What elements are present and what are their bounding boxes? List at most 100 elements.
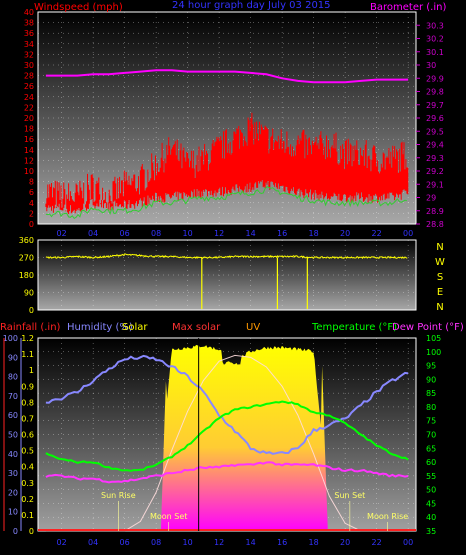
humidity-series	[45, 354, 409, 455]
wind-direction-series	[45, 253, 408, 260]
climate-ticks: 3540455055606570758085909510010501020304…	[3, 334, 442, 547]
direction-letter: N	[436, 242, 443, 253]
x-tick-label: 06	[120, 229, 130, 238]
x-tick-label: 04	[88, 229, 98, 238]
direction-letter: W	[435, 257, 445, 268]
barometer-tick-label: 29.2	[426, 167, 444, 176]
wind-tick-label: 34	[24, 40, 34, 49]
barometer-tick-label: 29.4	[426, 141, 444, 150]
wind-tick-label: 24	[24, 93, 34, 102]
wind-avg-series	[45, 186, 408, 220]
x-tick-label: 00	[403, 229, 413, 238]
humidity-tick-label: 60	[8, 411, 18, 420]
solar-scale-tick-label: 0.9	[21, 382, 34, 391]
humidity-tick-label: 30	[8, 469, 18, 478]
barometer-tick-label: 30.1	[426, 48, 444, 57]
direction-tick-label: 0	[29, 306, 34, 315]
x-tick-label: 16	[277, 538, 287, 547]
temperature-tick-label: 70	[426, 431, 436, 440]
rain-label: Rainfall (.in)	[0, 322, 61, 333]
solar-label: Solar	[122, 322, 148, 333]
wind-tick-label: 18	[24, 125, 34, 134]
temperature-tick-label: 60	[426, 458, 436, 467]
wind-axis-title: Windspeed (mph)	[34, 2, 123, 13]
solar-scale-tick-label: 0	[29, 527, 34, 536]
wind-tick-label: 28	[24, 72, 34, 81]
temperature-tick-label: 80	[426, 403, 436, 412]
humidity-tick-label: 70	[8, 392, 18, 401]
barometer-tick-label: 28.9	[426, 207, 444, 216]
x-tick-label: 14	[246, 538, 256, 547]
barometer-tick-label: 29	[426, 194, 436, 203]
solar-scale-tick-label: 1.1	[21, 350, 34, 359]
wind-tick-label: 40	[24, 8, 34, 17]
barometer-tick-label: 29.8	[426, 88, 444, 97]
climate-data	[38, 338, 416, 532]
solar-scale-tick-label: 0.5	[21, 447, 34, 456]
solar-scale-tick-label: 0.3	[21, 479, 34, 488]
x-tick-label: 22	[372, 538, 382, 547]
barometer-tick-label: 30.3	[426, 21, 444, 30]
wind-tick-label: 16	[24, 135, 34, 144]
wind-tick-label: 36	[24, 29, 34, 38]
humidity-label: Humidity (%)	[67, 322, 133, 333]
wind-tick-label: 22	[24, 103, 34, 112]
x-tick-label: 10	[183, 229, 193, 238]
annotation-label: Moon Rise	[367, 512, 408, 521]
humidity-tick-label: 20	[8, 488, 18, 497]
solar-scale-tick-label: 1	[29, 366, 34, 375]
humidity-tick-label: 50	[8, 431, 18, 440]
direction-letter: S	[437, 272, 443, 283]
x-tick-label: 14	[246, 229, 256, 238]
temperature-tick-label: 105	[426, 334, 441, 343]
wind-tick-label: 26	[24, 82, 34, 91]
wind-tick-label: 12	[24, 156, 34, 165]
barometer-tick-label: 29.1	[426, 180, 444, 189]
direction-letter: E	[437, 287, 443, 298]
humidity-tick-label: 0	[13, 527, 18, 536]
temperature-tick-label: 50	[426, 486, 436, 495]
barometer-tick-label: 29.5	[426, 127, 444, 136]
barometer-axis-title: Barometer (.in)	[370, 2, 446, 13]
temperature-tick-label: 100	[426, 348, 441, 357]
wind-tick-label: 6	[29, 188, 34, 197]
dew-point-series	[45, 461, 409, 484]
temperature-tick-label: 75	[426, 417, 436, 426]
temperature-series	[45, 400, 409, 472]
barometer-tick-label: 29.6	[426, 114, 444, 123]
x-tick-label: 08	[151, 538, 161, 547]
barometer-tick-label: 30	[426, 61, 436, 70]
wind-ticks: 024681012141618202224262830323436384028.…	[24, 8, 444, 238]
barometer-tick-label: 28.8	[426, 220, 444, 229]
solar-scale-tick-label: 0.6	[21, 431, 34, 440]
temperature-tick-label: 35	[426, 527, 436, 536]
solar-scale-tick-label: 0.7	[21, 414, 34, 423]
temperature-tick-label: 95	[426, 362, 436, 371]
barometer-tick-label: 30.2	[426, 35, 444, 44]
x-tick-label: 08	[151, 229, 161, 238]
temperature-label: Temperature (°F)	[311, 322, 397, 333]
direction-plot-area	[37, 239, 417, 311]
x-tick-label: 04	[88, 538, 98, 547]
humidity-tick-label: 80	[8, 373, 18, 382]
solar-scale-tick-label: 0.8	[21, 398, 34, 407]
wind-tick-label: 0	[29, 220, 34, 229]
humidity-tick-label: 100	[3, 334, 18, 343]
temperature-tick-label: 90	[426, 375, 436, 384]
max-solar-label: Max solar	[172, 322, 221, 333]
x-tick-label: 16	[277, 229, 287, 238]
direction-letter: N	[436, 302, 443, 313]
temperature-tick-label: 65	[426, 444, 436, 453]
x-tick-label: 06	[120, 538, 130, 547]
direction-tick-label: 180	[19, 271, 34, 280]
humidity-tick-label: 10	[8, 508, 18, 517]
annotation-label: Moon Set	[150, 512, 187, 521]
x-tick-label: 18	[309, 229, 319, 238]
solar-scale-tick-label: 1.2	[21, 334, 34, 343]
solar-area	[160, 344, 328, 531]
x-tick-label: 02	[57, 229, 67, 238]
barometer-tick-label: 29.7	[426, 101, 444, 110]
wind-tick-label: 30	[24, 61, 34, 70]
